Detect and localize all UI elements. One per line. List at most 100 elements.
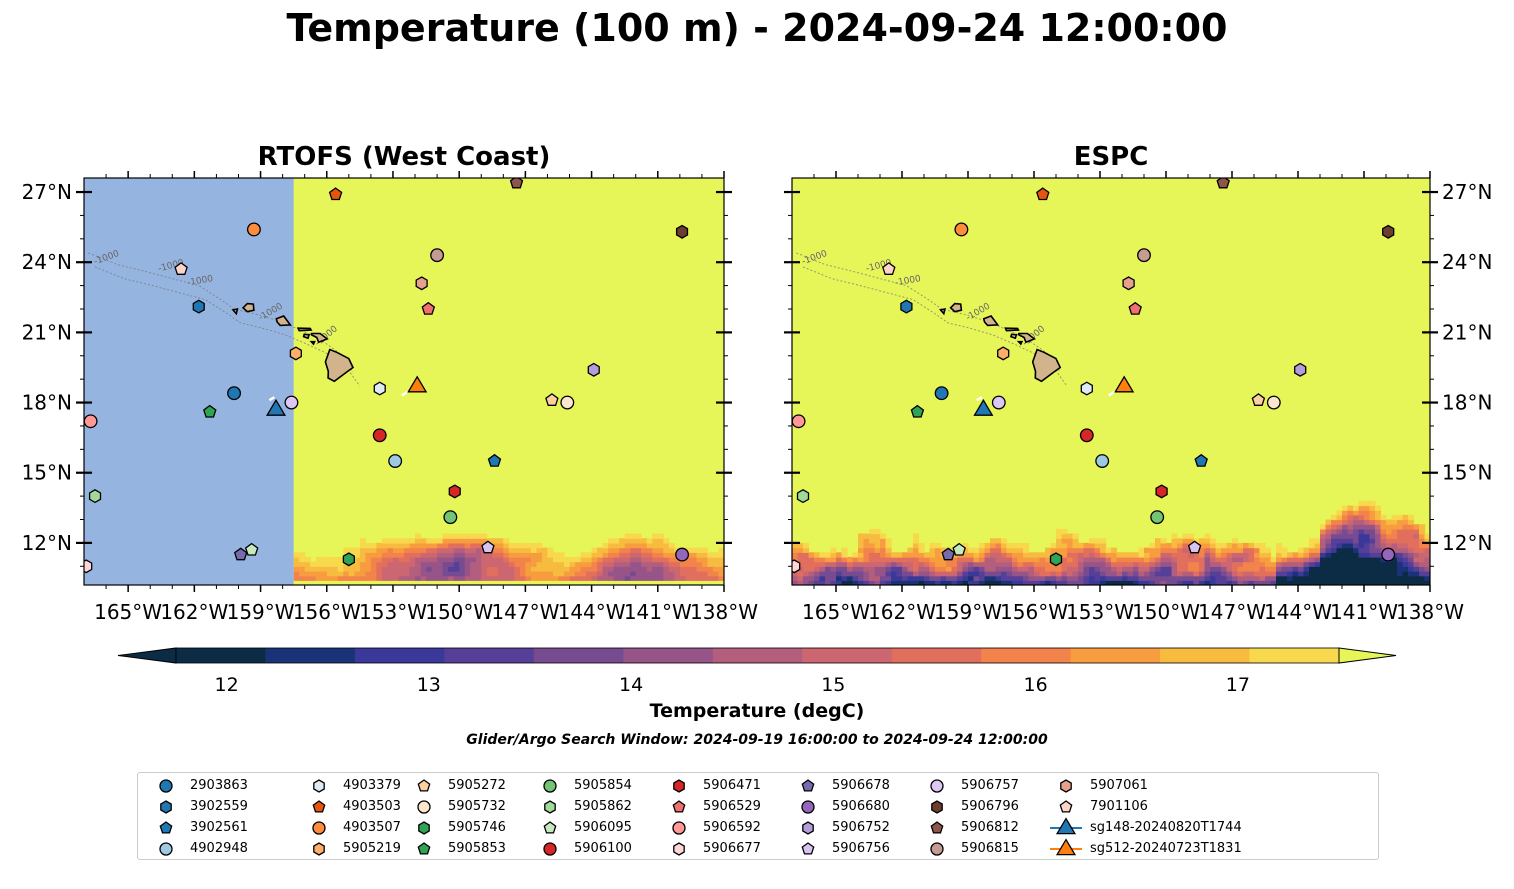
legend-item: 5906752	[790, 817, 890, 837]
marker-3902561	[1194, 453, 1208, 467]
glider-track	[976, 396, 983, 402]
marker-sg148-20240820T1744	[973, 398, 994, 416]
marker-4903507	[246, 222, 261, 237]
island	[949, 302, 963, 313]
lon-tick-label: 165°W	[802, 600, 870, 624]
marker-5906678	[941, 547, 955, 561]
marker-5907061	[1122, 276, 1135, 291]
island	[309, 340, 316, 346]
legend-label: 5906677	[703, 840, 761, 856]
lat-tick-label: 27°N	[1442, 180, 1492, 204]
lon-tick-label: 156°W	[1000, 600, 1068, 624]
legend-label: 5906592	[703, 819, 761, 835]
legend-marker	[1060, 779, 1072, 793]
legend-marker	[930, 821, 944, 834]
colorbar-tick-label: 17	[1226, 674, 1250, 696]
marker-2903863	[934, 386, 949, 401]
lat-tick-label: 21°N	[22, 320, 72, 344]
marker-5906529	[1128, 301, 1142, 315]
marker-5906757	[991, 395, 1006, 410]
marker-sg512-20240723T1831	[1114, 375, 1135, 393]
marker-4903379	[1080, 381, 1093, 396]
legend-marker	[801, 842, 815, 855]
legend-item: 5905853	[406, 838, 506, 858]
legend-item: 4903507	[301, 817, 401, 837]
lat-tick-label: 12°N	[22, 531, 72, 555]
legend-marker	[931, 800, 943, 814]
legend-item: 3902561	[148, 817, 248, 837]
marker-5906752	[1294, 362, 1307, 377]
marker-sg512-20240723T1831	[407, 375, 428, 393]
marker-4903379	[373, 381, 386, 396]
glider-track	[401, 390, 409, 397]
lat-tick-label: 18°N	[1442, 391, 1492, 415]
lat-tick-label: 24°N	[22, 250, 72, 274]
lon-tick-label: 165°W	[94, 600, 162, 624]
marker-5905853	[910, 404, 925, 418]
marker-5906095	[952, 542, 966, 556]
colorbar-level	[623, 648, 714, 663]
legend-item: 5905219	[301, 838, 401, 858]
legend-marker	[1055, 817, 1077, 835]
legend-item: 4903379	[301, 775, 401, 795]
legend-label: 5906095	[574, 819, 632, 835]
legend-label: 7901106	[1090, 798, 1148, 814]
marker-5906592	[84, 414, 98, 429]
legend-label: 2903863	[190, 777, 248, 793]
marker-5906471	[1155, 484, 1168, 499]
marker-5905219	[997, 346, 1010, 361]
marker-5905272	[1251, 393, 1266, 406]
lon-tick-label: 141°W	[624, 600, 692, 624]
lat-tick-label: 12°N	[1442, 531, 1492, 555]
island	[275, 315, 292, 327]
legend-marker	[802, 821, 814, 835]
legend-label: 5905732	[448, 798, 506, 814]
colorbar-level	[176, 648, 266, 663]
legend-item: 4903503	[301, 796, 401, 816]
lon-tick-label: 153°W	[359, 600, 427, 624]
lon-tick-label: 144°W	[558, 600, 626, 624]
legend-label: 5905853	[448, 840, 506, 856]
legend-item: 5905746	[406, 817, 506, 837]
rtofs-domain-mask	[84, 178, 294, 585]
lon-tick-label: 162°W	[160, 600, 228, 624]
lon-tick-label: 141°W	[1330, 600, 1398, 624]
colorbar-level	[1249, 648, 1340, 663]
colorbar: 12 13 14 15 16 17	[117, 647, 1397, 696]
marker-4903503	[328, 187, 343, 201]
legend-item: 5906100	[532, 838, 632, 858]
legend-label: 5906756	[832, 840, 890, 856]
legend-item: 5906756	[790, 838, 890, 858]
legend-marker	[672, 821, 686, 835]
legend-item: 7901106	[1048, 796, 1148, 816]
lon-tick-label: 144°W	[1264, 600, 1332, 624]
marker-3902559	[192, 299, 205, 314]
marker-5905732	[1266, 395, 1281, 410]
colorbar-level	[802, 648, 893, 663]
marker-5905853	[203, 404, 217, 418]
legend-marker	[159, 779, 173, 793]
legend-label: 4903379	[343, 777, 401, 793]
glider-track	[1108, 390, 1116, 397]
marker-5906796	[1382, 224, 1395, 239]
island	[1031, 348, 1062, 383]
temperature-field-espc: -1000 -1000-1000-1000-1000	[792, 178, 1430, 585]
legend-label: 4903507	[343, 819, 401, 835]
colorbar-over-arrow	[1338, 647, 1397, 664]
legend-label: 4902948	[190, 840, 248, 856]
legend-item: 5906678	[790, 775, 890, 795]
legend-item: 4902948	[148, 838, 248, 858]
legend-marker	[312, 800, 326, 813]
colorbar-level	[1160, 648, 1251, 663]
marker-5907061	[415, 276, 428, 291]
island	[1017, 332, 1037, 344]
legend-item: 5907061	[1048, 775, 1148, 795]
legend-label: 5906796	[961, 798, 1019, 814]
marker-3902559	[900, 299, 913, 314]
legend-marker	[417, 779, 431, 792]
lon-tick-label: 159°W	[227, 600, 295, 624]
marker-4903507	[954, 222, 969, 237]
legend-item: sg148-20240820T1744	[1048, 817, 1242, 837]
legend-marker	[159, 842, 173, 856]
island	[1016, 340, 1024, 346]
